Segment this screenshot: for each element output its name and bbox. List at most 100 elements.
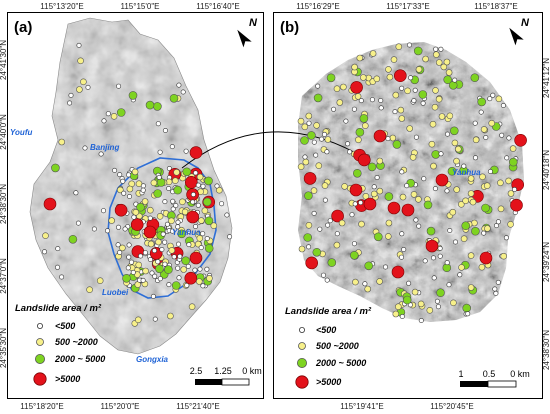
landslide-b-287 <box>444 188 450 194</box>
landslide-b-28 <box>406 125 414 132</box>
landslide-b-161 <box>392 109 398 115</box>
landslide-b-9 <box>358 98 364 104</box>
landslide-b-187 <box>338 219 346 227</box>
landslide-b-196 <box>327 218 333 224</box>
landslide-a-318 <box>157 276 163 282</box>
landslide-b-178 <box>385 219 393 227</box>
left-tick-a-1: 24°40'0"N <box>0 114 8 150</box>
landslide-a-284 <box>200 283 206 289</box>
landslide-a-180 <box>193 170 199 176</box>
landslide-b-330 <box>438 113 446 120</box>
landslide-b-335 <box>373 129 387 143</box>
landslide-b-6 <box>462 303 472 313</box>
panel-a-label: (a) <box>14 19 32 36</box>
landslide-a-69 <box>55 246 61 252</box>
landslide-b-236 <box>333 85 341 92</box>
landslide-b-249 <box>467 252 475 259</box>
landslide-a-310 <box>186 228 192 234</box>
legend-b: Landslide area / m² <500 500 ~2000 2000 … <box>285 306 372 389</box>
landslide-b-286 <box>406 42 412 48</box>
landslide-b-125 <box>453 186 461 193</box>
landslide-a-302 <box>196 235 204 242</box>
landslide-b-245 <box>321 131 327 137</box>
landslide-b-300 <box>355 136 362 144</box>
landslide-a-186 <box>162 199 168 205</box>
landslide-b-278 <box>364 261 374 271</box>
landslide-b-2 <box>361 122 369 129</box>
landslide-b-156 <box>382 264 388 270</box>
landslide-a-4 <box>105 228 111 234</box>
landslide-a-323 <box>206 274 213 282</box>
landslide-b-48 <box>428 140 436 148</box>
landslide-b-297 <box>437 245 443 251</box>
landslide-a-265 <box>159 247 165 253</box>
landslide-a-42 <box>101 118 107 124</box>
legend-a-title: Landslide area / m² <box>15 303 102 314</box>
landslide-a-57 <box>82 145 88 151</box>
landslide-b-54 <box>397 106 405 114</box>
landslide-b-107 <box>336 99 344 106</box>
landslide-b-186 <box>352 169 362 178</box>
landslide-b-158 <box>343 118 349 124</box>
landslide-b-106 <box>449 126 459 136</box>
landslide-b-304 <box>404 87 411 95</box>
landslide-b-261 <box>408 75 414 81</box>
landslide-b-285 <box>356 54 364 62</box>
landslide-b-141 <box>303 233 313 242</box>
landslide-b-310 <box>449 208 457 216</box>
landslide-b-201 <box>432 51 440 58</box>
landslide-b-241 <box>447 228 453 234</box>
landslide-a-59 <box>169 144 175 150</box>
landslide-b-288 <box>418 90 428 99</box>
landslide-b-67 <box>345 141 351 147</box>
landslide-b-336 <box>349 183 363 197</box>
landslide-a-60 <box>91 226 97 232</box>
landslide-a-230 <box>177 229 186 239</box>
landslide-points-a <box>41 42 233 327</box>
landslide-b-206 <box>507 221 514 228</box>
landslide-a-170 <box>116 224 122 230</box>
place-youfu: Youfu <box>10 128 32 137</box>
landslide-b-34 <box>319 136 325 142</box>
landslide-b-114 <box>406 280 412 286</box>
landslide-b-220 <box>434 298 440 304</box>
landslide-a-232 <box>142 250 148 256</box>
landslide-b-145 <box>324 277 330 283</box>
landslide-b-280 <box>351 63 358 71</box>
landslide-b-317 <box>467 175 475 182</box>
landslide-b-274 <box>351 106 357 112</box>
landslide-a-9 <box>77 57 84 65</box>
landslide-b-240 <box>352 278 359 286</box>
landslide-b-97 <box>298 245 306 253</box>
landslide-a-289 <box>170 206 176 212</box>
landslide-b-215 <box>306 244 312 250</box>
landslide-a-47 <box>176 82 182 88</box>
landslide-a-122 <box>117 172 123 178</box>
landslide-a-66 <box>155 121 161 127</box>
landslide-b-258 <box>399 313 405 319</box>
landslide-a-197 <box>168 247 176 254</box>
landslide-b-271 <box>371 184 377 190</box>
landslide-a-294 <box>140 277 146 283</box>
landslide-b-321 <box>495 219 501 225</box>
landslide-a-250 <box>176 241 182 247</box>
landslide-a-291 <box>130 218 144 231</box>
landslide-a-82 <box>166 282 172 288</box>
landslide-a-231 <box>184 282 190 288</box>
panel-b-label: (b) <box>280 19 299 36</box>
landslide-b-68 <box>472 120 478 126</box>
landslide-b-101 <box>305 256 319 270</box>
landslide-b-99 <box>507 190 515 197</box>
landslide-b-259 <box>448 81 458 90</box>
landslide-b-323 <box>297 163 305 170</box>
bottom-tick-b-0: 115°19'41"E <box>340 402 383 411</box>
landslide-b-247 <box>445 69 453 76</box>
landslide-b-312 <box>354 93 362 100</box>
landslide-a-189 <box>155 238 162 246</box>
landslide-b-31 <box>504 155 510 161</box>
landslide-a-239 <box>142 267 149 275</box>
landslide-b-212 <box>436 288 445 298</box>
landslide-b-129 <box>432 186 438 192</box>
landslide-a-33 <box>169 94 179 103</box>
legend-b-marker-3 <box>295 375 309 389</box>
